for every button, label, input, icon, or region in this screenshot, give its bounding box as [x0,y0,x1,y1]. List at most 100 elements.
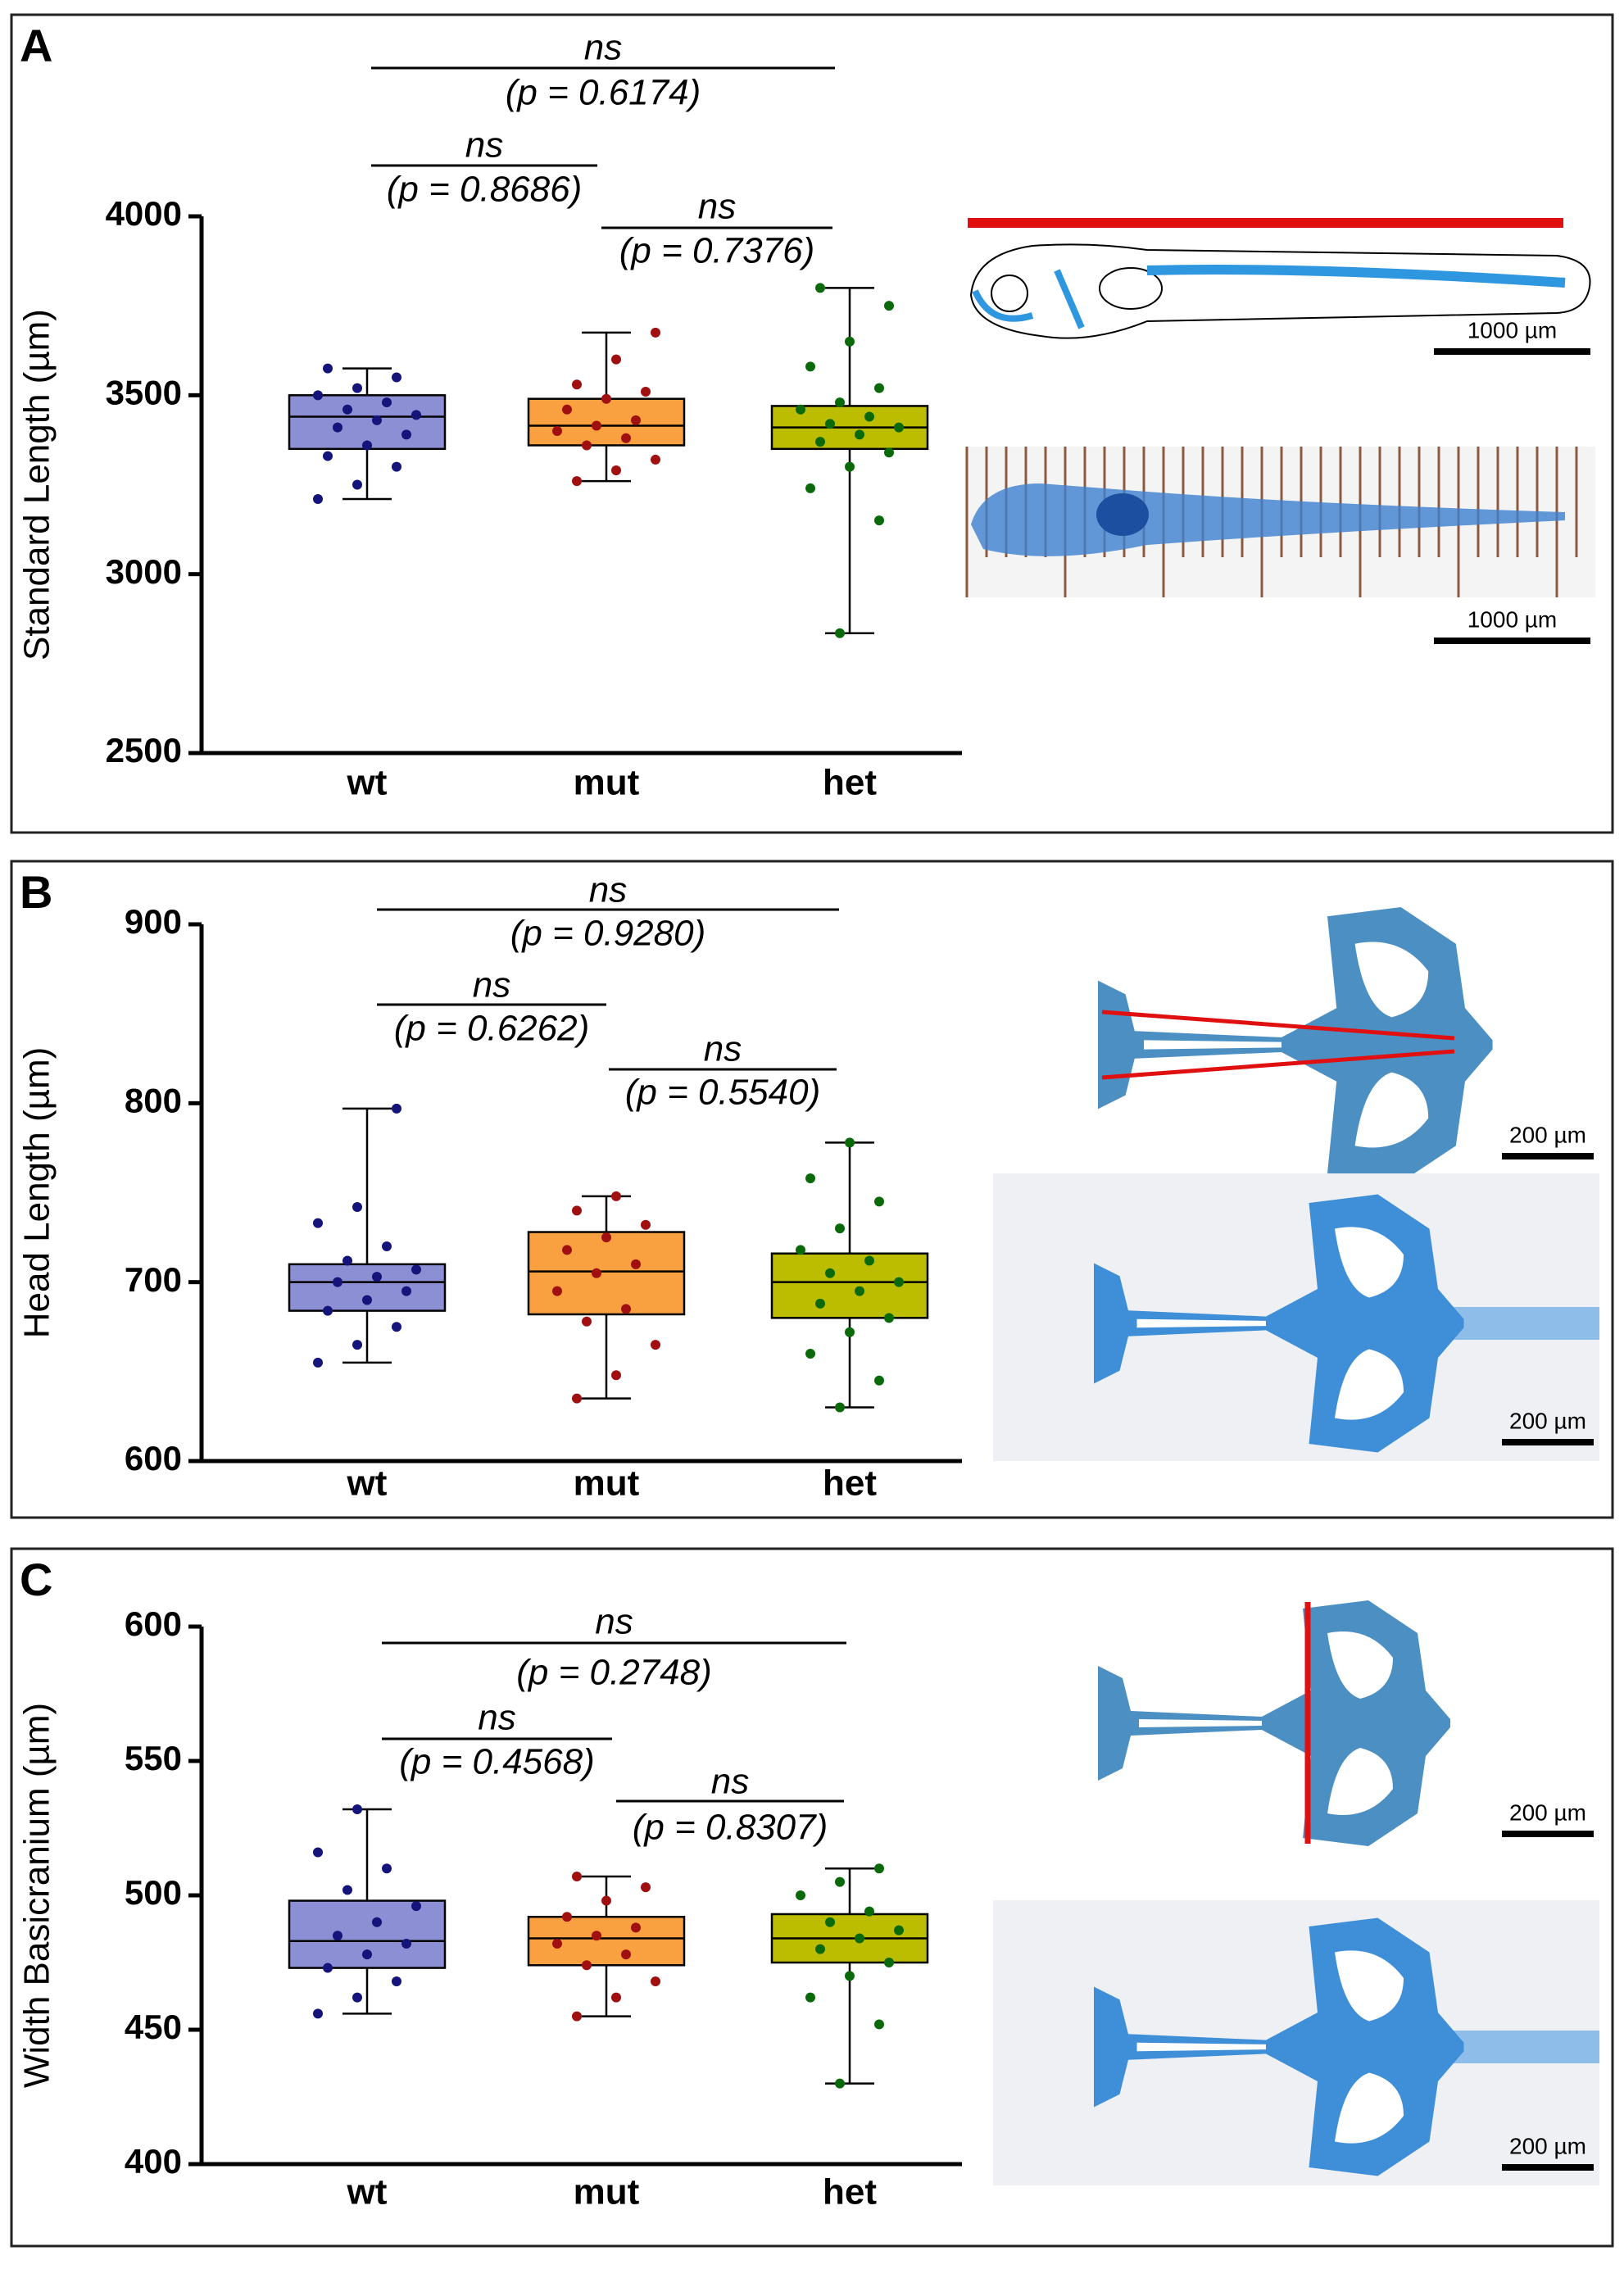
cartilage-hole [1139,1631,1393,1815]
panel-letter: C [20,1554,52,1605]
x-tick-label: mut [574,763,640,803]
box [527,1231,686,1316]
data-point [864,411,874,422]
data-point [611,1191,621,1201]
data-point [401,429,411,440]
y-tick-label: 4000 [106,194,182,233]
data-point [796,1890,805,1900]
data-point [342,404,352,415]
data-point [411,1264,421,1275]
cartilage-diagram [1094,1194,1464,1453]
data-point [815,437,825,447]
data-point [796,1245,805,1255]
data-point [874,515,884,526]
data-point [572,1393,582,1404]
data-point [864,1255,874,1266]
data-point [825,1268,835,1278]
data-point [651,454,660,465]
data-point [601,1895,611,1906]
data-point [582,1960,592,1971]
data-point [392,1322,401,1332]
data-point [352,383,362,393]
data-point [845,461,855,472]
data-point [572,379,582,390]
data-point [582,440,592,451]
data-point [562,404,572,415]
data-point [805,1349,815,1359]
data-point [815,1944,825,1954]
data-point [894,1925,904,1935]
data-point [884,447,894,458]
data-point [641,1219,651,1230]
data-point [884,301,894,311]
data-point [884,1313,894,1323]
p-value: (p = 0.8686) [387,170,583,210]
fish-eye [991,275,1028,312]
data-point [651,1976,660,1986]
data-point [621,1304,631,1314]
data-point [352,1804,362,1815]
y-tick-label: 2500 [106,731,182,769]
data-point [874,1196,884,1207]
y-axis-label: Head Length (µm) [17,1047,57,1339]
scale-label: 1000 µm [1467,317,1558,343]
data-point [631,1259,641,1269]
data-point [333,1931,342,1941]
data-point [562,1912,572,1922]
data-point [552,426,562,436]
data-point [845,1137,855,1148]
x-tick-label: wt [347,2172,388,2212]
data-point [855,429,864,440]
box [527,397,686,447]
cartilage-hole [1136,1227,1404,1420]
data-point [621,433,631,443]
data-point [641,386,651,397]
data-point [313,2008,323,2019]
x-tick-label: wt [347,763,388,803]
panel-letter: B [20,866,52,918]
panel-frame [10,1547,1614,2248]
data-point [372,1272,382,1282]
data-point [323,1963,333,1973]
measure-arrow [1101,1010,1455,1041]
y-tick-label: 900 [125,902,182,941]
data-point [631,415,641,425]
data-point [362,1295,372,1305]
data-point [333,422,342,433]
p-value: (p = 0.8307) [633,1808,828,1848]
data-point [874,1375,884,1386]
data-point [572,2011,582,2022]
data-point [835,1876,845,1887]
x-tick-label: wt [347,1464,388,1504]
y-axis-label: Standard Length (µm) [17,309,57,660]
data-point [805,483,815,493]
scale-label: 200 µm [1509,2133,1586,2158]
data-point [401,1939,411,1949]
cartilage-diagram [1098,907,1493,1182]
data-point [323,363,333,374]
data-point [601,1232,611,1243]
significance-label: ns [595,1602,633,1642]
data-point [796,404,805,415]
data-point [611,1370,621,1381]
data-point [552,1939,562,1949]
data-point [894,422,904,433]
y-tick-label: 600 [125,1604,182,1643]
data-point [845,1327,855,1337]
data-point [805,1173,815,1184]
data-point [572,1205,582,1216]
x-tick-label: mut [574,1464,640,1504]
y-tick-label: 3500 [106,373,182,411]
data-point [572,476,582,487]
data-point [411,410,421,420]
data-point [592,1931,601,1941]
data-point [874,383,884,393]
p-value: (p = 0.7376) [619,231,815,271]
data-point [874,2019,884,2030]
data-point [621,1949,631,1960]
data-point [313,1218,323,1228]
data-point [572,1872,582,1882]
data-point [362,440,372,451]
significance-label: ns [478,1698,515,1738]
data-point [835,397,845,408]
